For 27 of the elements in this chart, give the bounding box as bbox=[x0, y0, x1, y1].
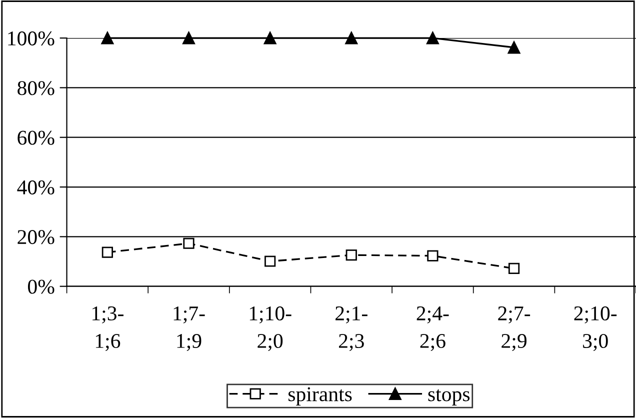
y-tick-label: 20% bbox=[18, 230, 54, 244]
point bbox=[426, 32, 439, 44]
x-tick-label: 1;7- 1;9 bbox=[174, 306, 205, 351]
y-tick-label: 0% bbox=[28, 280, 54, 294]
point bbox=[101, 32, 114, 44]
x-tick-label: 2;4- 2;6 bbox=[416, 306, 449, 351]
point bbox=[508, 41, 520, 54]
x-tick-label: 1;3- 1;6 bbox=[92, 306, 124, 351]
x-tick-label: 2;1- 2;3 bbox=[336, 306, 368, 351]
point bbox=[264, 32, 276, 44]
y-tick-label: 40% bbox=[17, 180, 54, 195]
y-tick-label: 60% bbox=[18, 130, 54, 145]
x-tick-label: 2;10- 3;0 bbox=[574, 306, 617, 351]
y-tick-label: 80% bbox=[18, 81, 54, 96]
x-tick-label: 1;10- 2;0 bbox=[250, 306, 292, 351]
x-tick-label: 2;7- 2;9 bbox=[498, 306, 530, 351]
point bbox=[264, 256, 276, 267]
point bbox=[427, 250, 438, 262]
y-tick-label: 100% bbox=[8, 31, 54, 46]
point bbox=[508, 262, 520, 274]
point bbox=[182, 32, 196, 44]
point bbox=[345, 32, 358, 44]
point bbox=[102, 246, 113, 258]
point bbox=[346, 249, 357, 261]
legend-label: spirants bbox=[288, 387, 352, 406]
legend-label: stops bbox=[428, 389, 470, 406]
point bbox=[183, 238, 194, 249]
